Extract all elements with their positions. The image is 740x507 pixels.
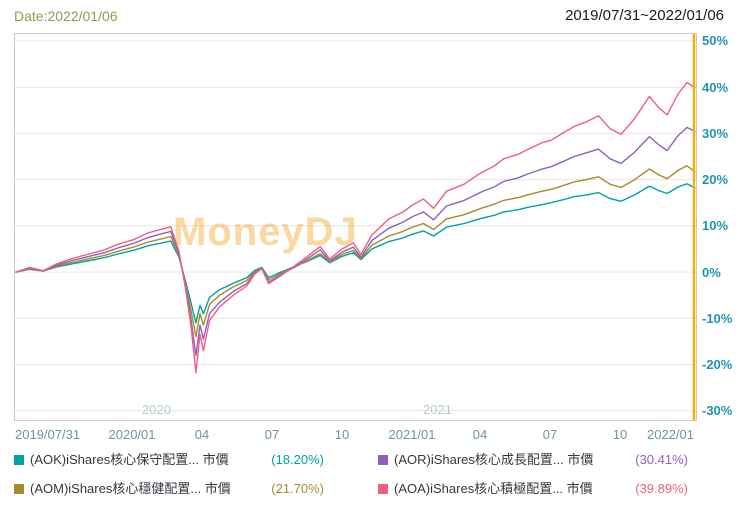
legend-item-aor: (AOR)iShares核心成長配置... 市價 (30.41%)	[378, 452, 728, 468]
legend-swatch-aom	[14, 484, 24, 494]
x-tick-label: 10	[334, 427, 350, 442]
y-tick-label: 30%	[702, 126, 729, 141]
legend-item-aok: (AOK)iShares核心保守配置... 市價 (18.20%)	[14, 452, 364, 468]
legend-value: (21.70%)	[271, 481, 324, 496]
chart-plot-area[interactable]: MoneyDJ 2020 2021	[14, 33, 697, 421]
plot-svg	[15, 34, 696, 420]
x-axis: 2019/07/31 2020/01 04 07 10 2021/01 04 07 10 2022…	[14, 427, 697, 443]
legend-value: (30.41%)	[635, 452, 688, 467]
date-label: Date:2022/01/06	[14, 8, 118, 24]
legend-item-aoa: (AOA)iShares核心積極配置... 市價 (39.89%)	[378, 481, 728, 497]
series-line-aor	[15, 126, 696, 356]
x-tick-label: 04	[194, 427, 210, 442]
x-tick-label: 2021/01	[388, 427, 436, 442]
y-tick-label: -10%	[702, 311, 733, 326]
x-tick-label: 2022/01	[647, 427, 694, 442]
legend-value: (39.89%)	[635, 481, 688, 496]
inner-year-label: 2021	[423, 402, 452, 417]
legend-swatch-aoa	[378, 484, 388, 494]
legend-label: (AOM)iShares核心穩健配置... 市價	[30, 481, 231, 496]
y-axis: 50% 40% 30% 20% 10% 0% -10% -20% -30%	[702, 33, 740, 421]
y-tick-label: 0%	[702, 265, 721, 280]
series-line-aoa	[15, 81, 696, 374]
y-tick-label: 40%	[702, 80, 729, 95]
series-line-aok	[15, 183, 696, 324]
y-tick-label: 50%	[702, 33, 729, 48]
legend-label: (AOK)iShares核心保守配置... 市價	[30, 452, 229, 467]
legend-swatch-aor	[378, 455, 388, 465]
legend-label: (AOR)iShares核心成長配置... 市價	[394, 452, 594, 467]
y-tick-label: -20%	[702, 357, 733, 372]
legend-item-aom: (AOM)iShares核心穩健配置... 市價 (21.70%)	[14, 481, 364, 497]
x-tick-label: 2020/01	[108, 427, 156, 442]
series-line-aom	[15, 164, 696, 338]
legend-swatch-aok	[14, 455, 24, 465]
y-tick-label: 20%	[702, 172, 729, 187]
inner-year-label: 2020	[142, 402, 171, 417]
date-range-label: 2019/07/31~2022/01/06	[565, 7, 724, 24]
x-tick-label: 10	[612, 427, 628, 442]
legend-value: (18.20%)	[271, 452, 324, 467]
x-tick-label: 07	[264, 427, 280, 442]
y-tick-label: 10%	[702, 218, 729, 233]
x-tick-label: 07	[542, 427, 558, 442]
x-tick-label: 04	[472, 427, 488, 442]
legend: (AOK)iShares核心保守配置... 市價 (18.20%) (AOR)iSh…	[14, 452, 728, 497]
y-tick-label: -30%	[702, 403, 733, 418]
legend-label: (AOA)iShares核心積極配置... 市價	[394, 481, 593, 496]
x-tick-label: 2019/07/31	[15, 427, 81, 442]
